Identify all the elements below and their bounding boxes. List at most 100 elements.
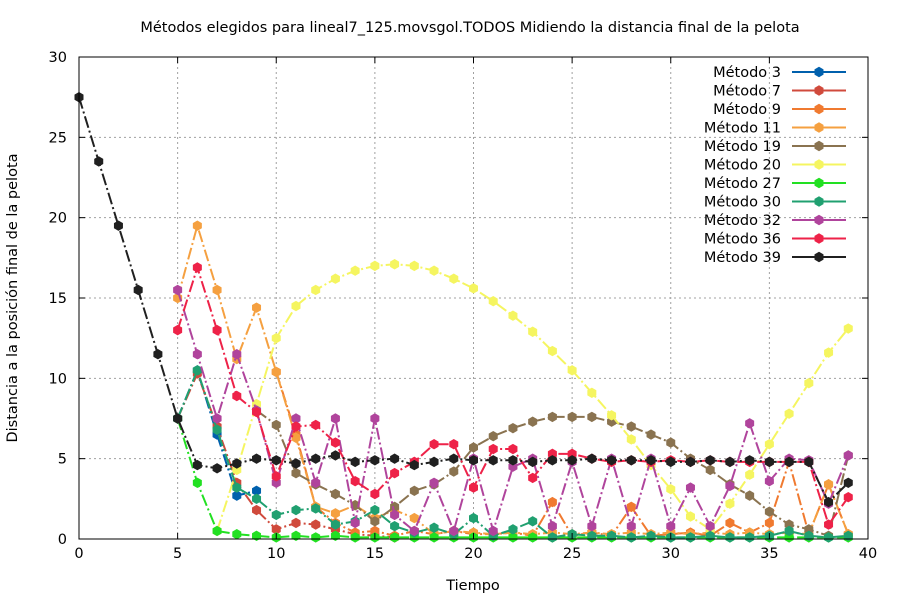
series-point <box>429 532 439 543</box>
series-point <box>607 410 617 421</box>
series-point <box>804 456 814 468</box>
y-tick-label: 5 <box>58 452 67 468</box>
series-point <box>843 530 853 541</box>
series-point <box>745 490 755 501</box>
series-point <box>212 413 222 424</box>
series-point <box>252 504 262 516</box>
series-point <box>409 260 419 272</box>
x-tick-label: 5 <box>173 546 182 562</box>
series-point <box>232 349 242 360</box>
series-point <box>725 532 735 543</box>
legend-marker <box>814 159 824 170</box>
x-tick-label: 0 <box>74 546 83 562</box>
series-point <box>153 349 163 360</box>
series-point <box>745 418 755 429</box>
series-point <box>488 455 498 466</box>
series-point <box>666 437 676 448</box>
series-point <box>646 429 656 440</box>
series-point <box>705 530 715 541</box>
y-tick-label: 20 <box>49 211 67 227</box>
series-point <box>666 456 676 468</box>
series-point <box>725 517 735 529</box>
legend-marker <box>814 140 824 152</box>
series-point <box>685 511 695 522</box>
series-point <box>390 532 400 543</box>
legend-label: Método 9 <box>713 102 781 118</box>
x-tick-label: 30 <box>662 546 680 562</box>
series-layer <box>74 91 853 543</box>
series-point <box>843 477 853 488</box>
series-point <box>192 262 202 273</box>
chart-title: Métodos elegidos para lineal7_125.movsgo… <box>140 20 799 36</box>
series-point <box>330 488 340 500</box>
series-point <box>547 345 557 357</box>
series-point <box>291 432 301 443</box>
legend: Método 3 Método 7 Método 9 Método 11 Método … <box>704 65 846 266</box>
series-point <box>488 525 498 537</box>
series-point <box>173 413 183 424</box>
legend-label: Método 19 <box>704 139 781 155</box>
series-point <box>626 434 636 445</box>
legend-marker <box>814 85 824 96</box>
series-point <box>547 455 557 466</box>
series-point <box>192 220 202 231</box>
series-point <box>350 517 360 529</box>
legend-marker <box>814 177 824 189</box>
series-point <box>725 456 735 468</box>
series-point <box>547 496 557 508</box>
series-point <box>271 455 281 466</box>
series-point <box>725 498 735 509</box>
series-point <box>626 421 636 432</box>
series-point <box>725 480 735 492</box>
series-point <box>626 520 636 532</box>
series-line <box>176 367 849 539</box>
x-tick-label: 35 <box>760 546 778 562</box>
legend-marker <box>814 103 824 115</box>
series-point <box>212 284 222 296</box>
series-point <box>528 532 538 543</box>
y-tick-label: 30 <box>49 50 67 66</box>
series-point <box>488 430 498 442</box>
series-point <box>488 296 498 307</box>
series-point <box>469 442 478 453</box>
series-point <box>192 349 202 360</box>
series-point <box>449 273 459 284</box>
series-point <box>212 525 222 537</box>
x-tick-label: 15 <box>366 546 384 562</box>
legend-marker <box>814 196 824 207</box>
series-point <box>350 532 360 543</box>
series-point <box>804 377 814 389</box>
series-point <box>824 496 834 508</box>
series-point <box>390 509 400 521</box>
axis-ticks: 0 5 10 15 20 25 30 35 40 0 5 10 15 20 25 30 <box>49 50 878 562</box>
series-point <box>449 439 459 450</box>
series-point <box>745 469 755 480</box>
x-tick-label: 25 <box>563 546 581 562</box>
series-point <box>252 485 262 496</box>
series-point <box>705 520 715 532</box>
series-point <box>508 455 518 466</box>
series-point <box>271 471 281 482</box>
series-point <box>370 260 380 272</box>
series-point <box>291 458 301 469</box>
x-tick-label: 40 <box>859 546 877 562</box>
series-point <box>705 464 715 476</box>
legend-label: Método 39 <box>704 250 781 266</box>
series-point <box>311 284 321 296</box>
series-point <box>528 416 538 427</box>
series-point <box>745 532 755 543</box>
legend-label: Método 27 <box>704 176 781 192</box>
series-point <box>469 283 478 294</box>
series-point <box>113 220 123 231</box>
series-point <box>232 390 242 402</box>
series-point <box>350 475 360 487</box>
series-point <box>311 477 321 488</box>
series-point <box>311 419 321 431</box>
series-point <box>607 530 617 541</box>
series-point <box>567 365 577 376</box>
series-point <box>370 488 380 500</box>
series-point <box>587 453 597 464</box>
legend-label: Método 36 <box>704 232 781 248</box>
series-point <box>488 443 498 455</box>
